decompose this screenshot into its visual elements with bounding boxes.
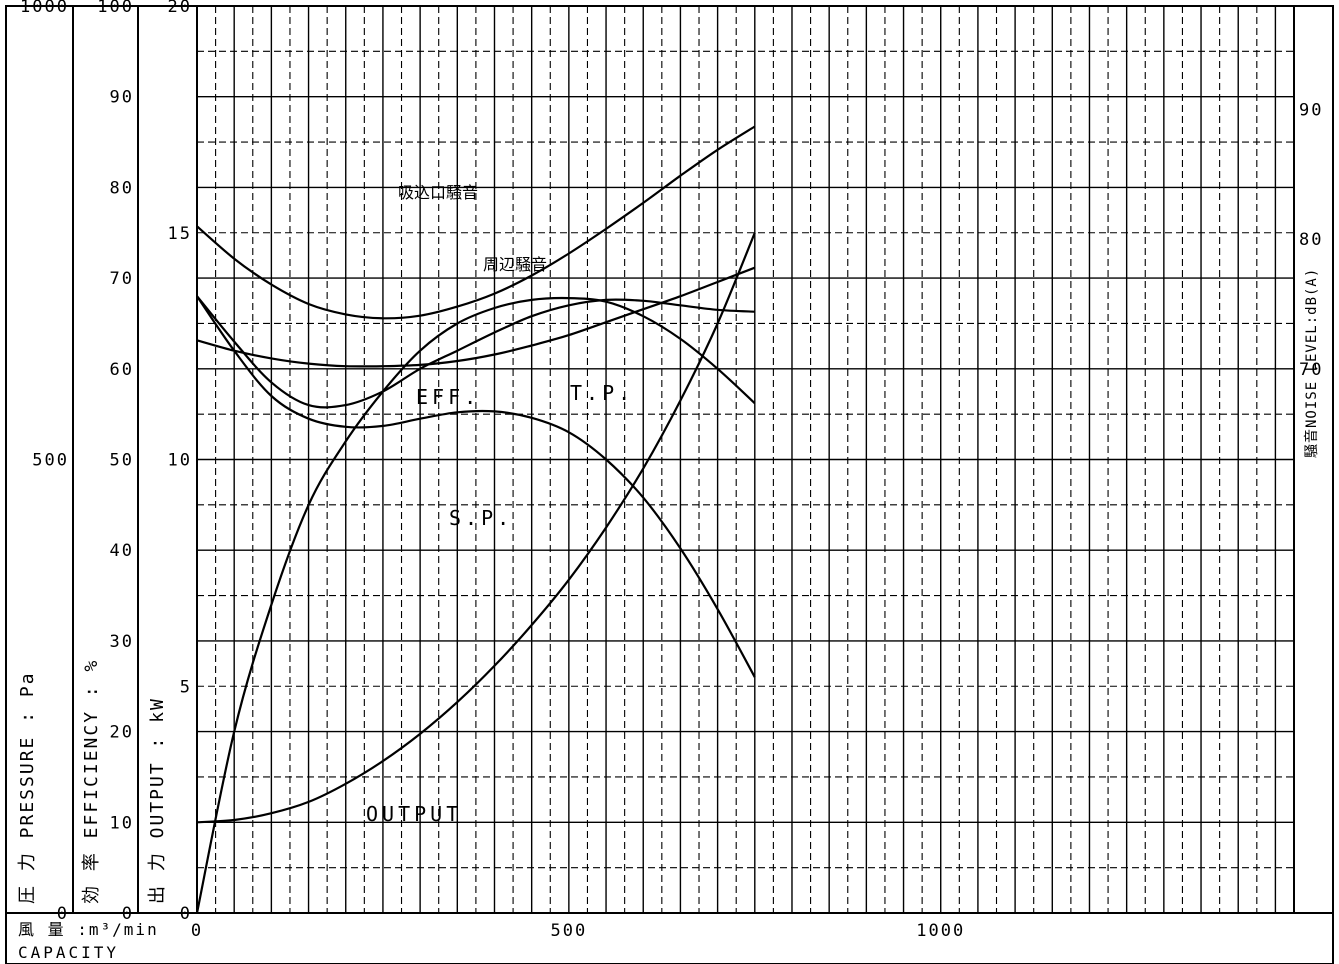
- curve-efficiency: [195, 296, 756, 914]
- x-tick-label: 1000: [916, 921, 965, 941]
- output-tick-label: 15: [168, 224, 192, 244]
- outer-border: [5, 5, 1334, 964]
- curve-suction-noise: [196, 125, 756, 320]
- efficiency-tick-label: 70: [110, 269, 134, 289]
- efficiency-tick-label: 20: [110, 723, 134, 743]
- efficiency-tick-label: 40: [110, 541, 134, 561]
- curve-static-pressure: [196, 295, 756, 678]
- x-axis-label-jp: 風 量 :m³/min: [18, 920, 159, 939]
- efficiency-tick-label: 90: [110, 88, 134, 108]
- efficiency-axis-label: 効 率 EFFICIENCY : %: [81, 659, 102, 904]
- annotation-suction-noise: 吸込口騒音: [398, 183, 478, 202]
- efficiency-tick-label: 10: [110, 813, 134, 833]
- x-tick-label: 500: [551, 921, 588, 941]
- efficiency-tick-label: 80: [110, 178, 134, 198]
- efficiency-tick-label: 60: [110, 360, 134, 380]
- annotation-ambient-noise: 周辺騒音: [483, 255, 547, 274]
- pressure-tick-label: 500: [32, 451, 69, 471]
- efficiency-tick-label: 50: [110, 451, 134, 471]
- curve-output: [196, 232, 756, 824]
- pressure-axis-label: 圧 力 PRESSURE : Pa: [17, 671, 38, 904]
- efficiency-tick-label: 0: [122, 904, 134, 924]
- output-tick-label: 5: [180, 677, 192, 697]
- x-axis-label-en: CAPACITY: [18, 943, 119, 962]
- frame: [5, 5, 1334, 964]
- noise-tick-label: 90: [1299, 101, 1323, 121]
- output-axis-label: 出 力 OUTPUT : kW: [147, 697, 168, 904]
- annotation-tp: T.P.: [570, 381, 634, 405]
- curves: [195, 125, 756, 914]
- pressure-tick-label: 1000: [20, 0, 69, 17]
- output-tick-label: 0: [180, 904, 192, 924]
- efficiency-tick-label: 100: [97, 0, 134, 17]
- x-tick-label: 0: [191, 921, 203, 941]
- grid: [197, 6, 1294, 913]
- noise-axis-label: 騒音NOISE LEVEL:dB(A): [1303, 268, 1320, 458]
- output-tick-label: 10: [168, 451, 192, 471]
- pressure-tick-label: 0: [57, 904, 69, 924]
- annotation-sp: S.P.: [449, 506, 513, 530]
- curve-ambient-noise: [196, 266, 756, 368]
- noise-tick-label: 80: [1299, 230, 1323, 250]
- annotation-output: OUTPUT: [366, 802, 462, 826]
- efficiency-tick-label: 30: [110, 632, 134, 652]
- annotation-eff: EFF.: [416, 385, 480, 409]
- tick-labels: 0500100001020304050607080901000510152070…: [20, 0, 1323, 941]
- noise-tick-label: 70: [1299, 360, 1323, 380]
- output-tick-label: 20: [168, 0, 192, 17]
